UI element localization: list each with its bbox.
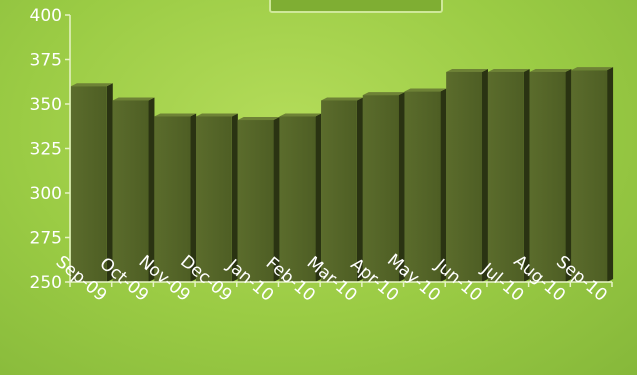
bar xyxy=(487,68,530,283)
bar-front xyxy=(279,116,316,283)
bar-side xyxy=(106,83,113,282)
bars xyxy=(70,67,614,283)
bar-side xyxy=(607,67,614,283)
bar-top xyxy=(487,68,530,72)
bar-side xyxy=(398,92,405,282)
bar xyxy=(404,88,447,282)
bar-front xyxy=(154,116,191,283)
bar-top xyxy=(195,113,238,117)
bar xyxy=(70,83,113,282)
bar-front xyxy=(195,116,232,283)
bar-top xyxy=(237,117,280,121)
bar xyxy=(529,68,572,283)
y-tick-label: 350 xyxy=(30,95,62,115)
bar-top xyxy=(70,83,113,87)
bar-front xyxy=(321,100,357,282)
bar xyxy=(154,113,197,283)
bar xyxy=(279,113,322,283)
bar-front xyxy=(571,70,608,283)
bar xyxy=(571,67,614,283)
y-tick-label: 275 xyxy=(30,229,62,249)
bar-top xyxy=(529,68,572,72)
bar xyxy=(195,113,238,283)
bar-front xyxy=(404,91,441,282)
y-tick-label: 325 xyxy=(30,140,62,160)
bar-top xyxy=(404,88,447,92)
bar xyxy=(237,117,280,283)
bar-front xyxy=(446,71,483,283)
bar-top xyxy=(112,97,155,101)
bar-top xyxy=(362,92,405,96)
bar-side xyxy=(148,97,155,282)
bar-side xyxy=(523,68,530,283)
bar-side xyxy=(565,68,572,283)
y-tick-label: 375 xyxy=(30,51,62,71)
bar-front xyxy=(70,86,107,282)
bar-top xyxy=(154,113,197,117)
bar-side xyxy=(190,113,197,283)
bar-side xyxy=(315,113,322,283)
bar xyxy=(446,68,489,283)
bar-top xyxy=(571,67,614,71)
y-tick-label: 400 xyxy=(30,6,62,26)
bar-side xyxy=(356,97,363,282)
y-tick-label: 300 xyxy=(30,184,62,204)
bar-top xyxy=(279,113,322,117)
bar-top xyxy=(321,97,363,101)
bar-front xyxy=(529,71,566,283)
bar-side xyxy=(482,68,489,283)
bar xyxy=(112,97,155,282)
bar xyxy=(362,92,405,282)
bar-side xyxy=(231,113,238,283)
bar-front xyxy=(237,120,274,283)
bar-side xyxy=(273,117,280,283)
y-tick-label: 250 xyxy=(30,273,62,293)
bar-top xyxy=(446,68,489,72)
bar-side xyxy=(440,88,447,282)
bar xyxy=(321,97,363,282)
bar-front xyxy=(487,71,524,283)
bar-front xyxy=(112,100,149,282)
y-axis: 250 275 300 325 350 375 400 xyxy=(30,6,71,293)
legend-box xyxy=(269,0,443,13)
bar-front xyxy=(362,95,399,282)
